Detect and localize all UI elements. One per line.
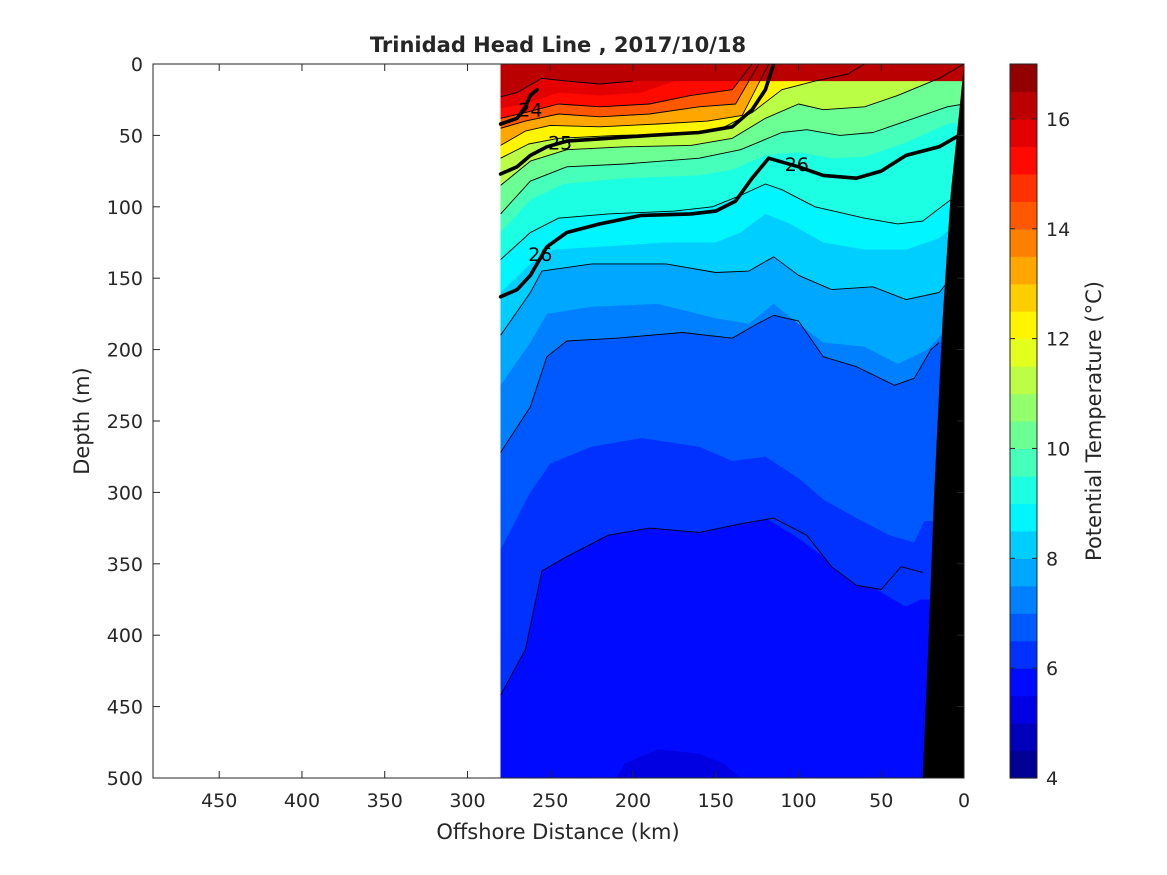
colorbar-band xyxy=(1010,146,1037,175)
colorbar-band xyxy=(1010,558,1037,587)
contour-label: 26 xyxy=(528,244,552,266)
field-band xyxy=(500,64,964,97)
x-tick-label: 0 xyxy=(958,790,970,812)
colorbar-bands xyxy=(1010,64,1037,779)
colorbar-band xyxy=(1010,613,1037,642)
isotherm-line xyxy=(500,64,964,186)
isotherm-line xyxy=(500,64,770,146)
colorbar-tick-label: 12 xyxy=(1046,329,1070,351)
density-contours xyxy=(498,64,964,299)
x-tick-label: 250 xyxy=(532,790,568,812)
x-axis-label: Offshore Distance (km) xyxy=(436,820,679,844)
x-tick-label: 400 xyxy=(284,790,320,812)
density-contour xyxy=(498,64,776,176)
contour-label: 26 xyxy=(785,154,809,176)
y-tick-label: 0 xyxy=(131,54,143,76)
colorbar-frame xyxy=(1009,63,1038,779)
x-tick-label: 350 xyxy=(367,790,403,812)
colorbar-band xyxy=(1010,530,1037,559)
colorbar-tick-label: 10 xyxy=(1046,438,1070,460)
contour-label: 25 xyxy=(548,133,572,155)
colorbar-band xyxy=(1010,640,1037,669)
isotherm-line xyxy=(500,77,634,98)
x-tick-label: 100 xyxy=(780,790,816,812)
colorbar-band xyxy=(1010,393,1037,422)
isotherm-lines xyxy=(500,64,964,696)
colorbar-band xyxy=(1010,256,1037,285)
colorbar-tick-label: 8 xyxy=(1046,548,1058,570)
colorbar-band xyxy=(1010,64,1037,93)
isotherm-line xyxy=(500,314,940,453)
isotherm-line xyxy=(500,183,964,260)
colorbar-band xyxy=(1010,283,1037,312)
y-axis-label: Depth (m) xyxy=(70,367,94,474)
colorbar-band xyxy=(1010,366,1037,395)
y-tick-label: 350 xyxy=(107,554,143,576)
colorbar-tick-label: 6 xyxy=(1046,658,1058,680)
colorbar-band xyxy=(1010,228,1037,257)
colorbar-band xyxy=(1010,173,1037,202)
contour-label: 24 xyxy=(518,100,542,122)
colorbar-band xyxy=(1010,723,1037,752)
colorbar-band xyxy=(1010,503,1037,532)
temperature-field xyxy=(500,64,964,778)
x-tick-label: 450 xyxy=(201,790,237,812)
colorbar: 4 6 8 10 12 14 16 Potential Temperature (°C) xyxy=(1009,63,1106,790)
x-tick-label: 300 xyxy=(449,790,485,812)
colorbar-band xyxy=(1010,118,1037,147)
seafloor-mask xyxy=(922,64,964,778)
x-tick-label: 50 xyxy=(869,790,893,812)
isotherm-line xyxy=(500,517,923,696)
y-tick-label: 300 xyxy=(107,482,143,504)
colorbar-band xyxy=(1010,475,1037,504)
isotherm-line xyxy=(500,103,964,215)
colorbar-band xyxy=(1010,201,1037,230)
isotherm-line xyxy=(500,256,952,336)
colorbar-band xyxy=(1010,695,1037,724)
x-axis-ticks: 450 400 350 300 250 200 150 100 50 0 xyxy=(201,64,970,812)
x-tick-label: 200 xyxy=(615,790,651,812)
colorbar-band xyxy=(1010,338,1037,367)
colorbar-label: Potential Temperature (°C) xyxy=(1082,281,1106,561)
y-tick-label: 450 xyxy=(107,697,143,719)
seafloor-polygon xyxy=(922,64,964,778)
y-tick-label: 400 xyxy=(107,625,143,647)
y-tick-label: 500 xyxy=(107,768,143,790)
contour-labels: 24 25 26 26 xyxy=(518,100,809,266)
colorbar-tick-label: 14 xyxy=(1046,219,1070,241)
colorbar-band xyxy=(1010,750,1037,779)
density-contour xyxy=(498,87,539,126)
isotherm-line xyxy=(500,64,753,119)
colorbar-band xyxy=(1010,421,1037,450)
colorbar-tick-label: 4 xyxy=(1046,768,1058,790)
colorbar-band xyxy=(1010,448,1037,477)
colorbar-ticks: 4 6 8 10 12 14 16 xyxy=(1010,109,1070,790)
colorbar-band xyxy=(1010,91,1037,120)
y-tick-label: 50 xyxy=(119,125,143,147)
colorbar-band xyxy=(1010,311,1037,340)
colorbar-band xyxy=(1010,585,1037,614)
chart-title: Trinidad Head Line , 2017/10/18 xyxy=(370,33,746,57)
colorbar-tick-label: 16 xyxy=(1046,109,1070,131)
y-tick-label: 150 xyxy=(107,268,143,290)
y-tick-label: 100 xyxy=(107,197,143,219)
y-axis-ticks: 0 50 100 150 200 250 300 350 400 450 500 xyxy=(107,54,964,790)
colorbar-band xyxy=(1010,668,1037,697)
temperature-bands xyxy=(500,64,964,778)
y-tick-label: 250 xyxy=(107,411,143,433)
x-tick-label: 150 xyxy=(698,790,734,812)
isotherm-line xyxy=(500,64,760,129)
density-contour xyxy=(498,130,964,299)
y-tick-label: 200 xyxy=(107,340,143,362)
